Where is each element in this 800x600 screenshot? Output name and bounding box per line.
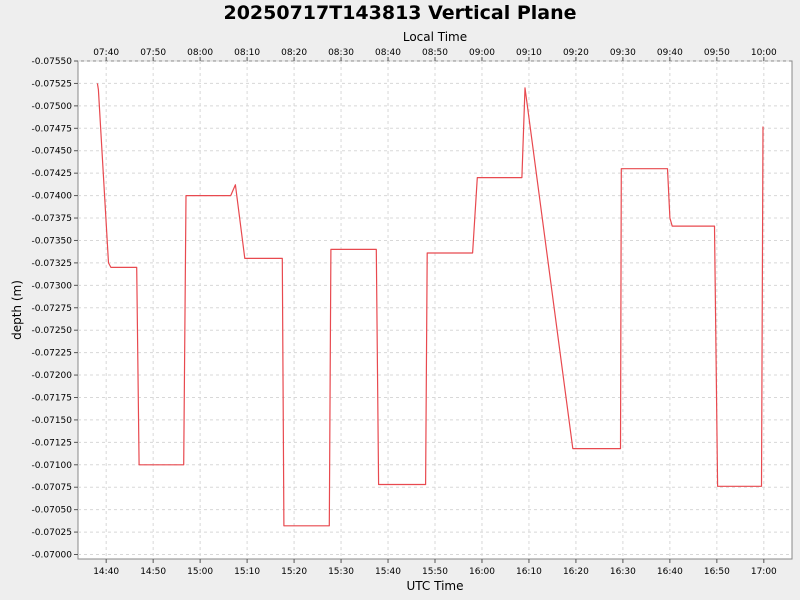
- y-tick-label: -0.07175: [32, 393, 72, 403]
- y-tick-label: -0.07350: [32, 236, 73, 246]
- y-tick-label: -0.07500: [32, 102, 73, 112]
- depth-series-line: [96, 83, 764, 527]
- y-tick-label: -0.07400: [32, 192, 73, 202]
- y-tick-label: -0.07100: [32, 461, 73, 471]
- x-tick-label: 14:40: [93, 567, 119, 577]
- x-tick-label: 14:50: [140, 567, 166, 577]
- y-tick-label: -0.07525: [32, 79, 72, 89]
- y-tick-label: -0.07025: [32, 528, 72, 538]
- x2-tick-label: 09:40: [657, 48, 683, 58]
- x-tick-label: 16:40: [657, 567, 683, 577]
- x2-tick-label: 07:40: [93, 48, 119, 58]
- y-axis-label: depth (m): [10, 280, 24, 340]
- x2-tick-label: 09:50: [704, 48, 730, 58]
- y-tick-label: -0.07275: [32, 304, 72, 314]
- y-tick-label: -0.07300: [32, 281, 73, 291]
- x-tick-label: 16:30: [610, 567, 636, 577]
- x2-axis-label: Local Time: [403, 30, 467, 44]
- y-tick-label: -0.07150: [32, 416, 73, 426]
- y-tick-label: -0.07375: [32, 214, 72, 224]
- x-tick-label: 15:10: [234, 567, 260, 577]
- x-tick-label: 15:40: [375, 567, 401, 577]
- x-tick-label: 16:00: [469, 567, 495, 577]
- y-tick-label: -0.07425: [32, 169, 72, 179]
- x2-tick-label: 08:00: [187, 48, 213, 58]
- y-tick-label: -0.07200: [32, 371, 73, 381]
- x-tick-label: 15:20: [281, 567, 307, 577]
- y-tick-label: -0.07250: [32, 326, 73, 336]
- y-tick-label: -0.07450: [32, 147, 73, 157]
- y-tick-label: -0.07550: [32, 57, 73, 67]
- x-tick-label: 16:50: [704, 567, 730, 577]
- x2-tick-label: 08:20: [281, 48, 307, 58]
- x2-tick-label: 10:00: [751, 48, 777, 58]
- x-tick-label: 15:30: [328, 567, 354, 577]
- x2-tick-label: 08:40: [375, 48, 401, 58]
- x2-tick-label: 09:00: [469, 48, 495, 58]
- y-tick-label: -0.07475: [32, 124, 72, 134]
- grid-layer: [78, 60, 792, 559]
- x-tick-label: 15:50: [422, 567, 448, 577]
- x2-tick-label: 09:20: [563, 48, 589, 58]
- x-axis-label: UTC Time: [407, 579, 464, 593]
- chart-title: 20250717T143813 Vertical Plane: [223, 2, 576, 24]
- tick-layer: -0.07550 -0.07525 -0.07500 -0.07475 -0.07450…: [32, 48, 778, 577]
- y-tick-label: -0.07000: [32, 551, 73, 561]
- x-tick-label: 17:00: [751, 567, 777, 577]
- x2-tick-label: 09:30: [610, 48, 636, 58]
- y-tick-label: -0.07075: [32, 483, 72, 493]
- y-tick-label: -0.07225: [32, 349, 72, 359]
- y-tick-label: -0.07125: [32, 438, 72, 448]
- x-tick-label: 16:20: [563, 567, 589, 577]
- x2-tick-label: 08:50: [422, 48, 448, 58]
- x2-tick-label: 07:50: [140, 48, 166, 58]
- x2-tick-label: 09:10: [516, 48, 542, 58]
- x2-tick-label: 08:10: [234, 48, 260, 58]
- x-tick-label: 16:10: [516, 567, 542, 577]
- series-layer: [96, 83, 764, 527]
- x-tick-label: 15:00: [187, 567, 213, 577]
- x2-tick-label: 08:30: [328, 48, 354, 58]
- y-tick-label: -0.07050: [32, 506, 73, 516]
- y-tick-label: -0.07325: [32, 259, 72, 269]
